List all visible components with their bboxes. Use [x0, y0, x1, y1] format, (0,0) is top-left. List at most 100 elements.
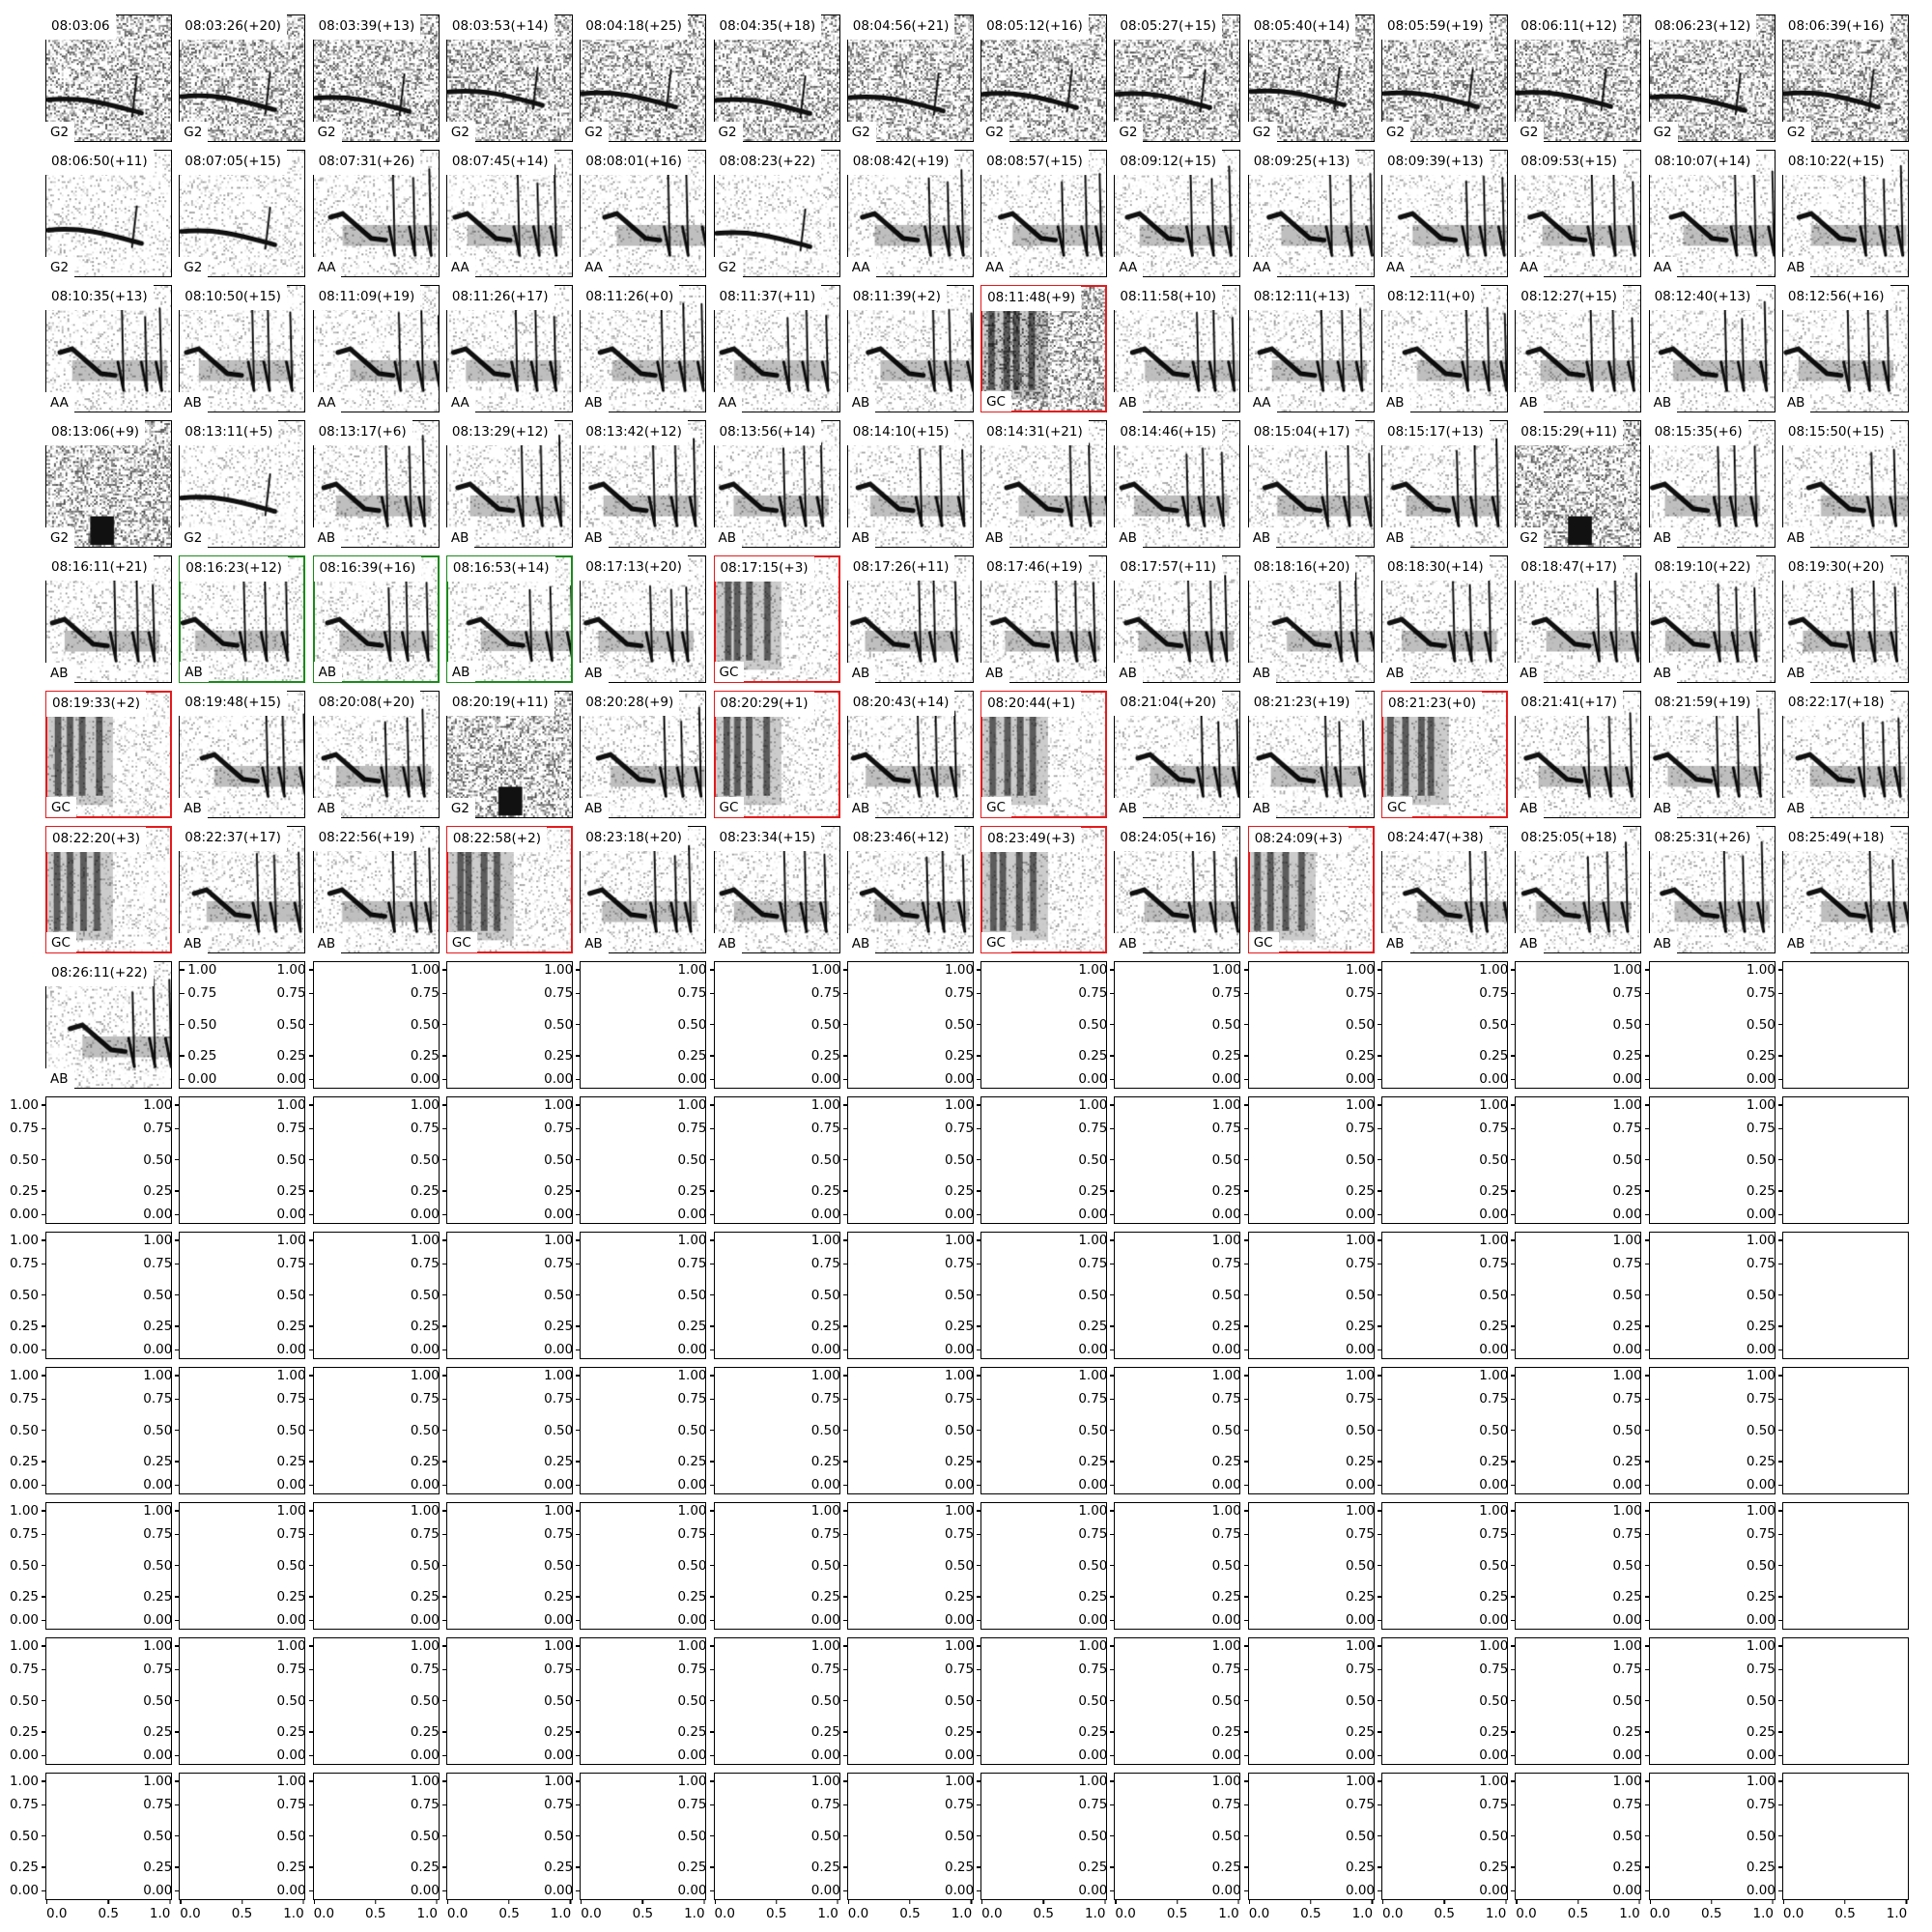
y-tick-mark	[1243, 1239, 1249, 1241]
y-tick-mark	[576, 1866, 582, 1868]
y-tick-text: 0.00	[410, 1747, 440, 1764]
panel-title: 08:24:09(+3)	[1248, 827, 1349, 852]
spectrogram-panel: 08:22:17(+18) AB	[1781, 691, 1909, 818]
x-tick-text: 0.5	[632, 1906, 654, 1921]
empty-axes: 0.00 0.25 0.50 0.75 1.00	[10, 1367, 172, 1494]
y-tick-mark	[175, 1159, 181, 1161]
x-tick-text: 0.0	[313, 1906, 335, 1921]
y-tick-text: 0.75	[1746, 1391, 1776, 1407]
y-tick-text: 0.00	[1078, 1071, 1108, 1088]
x-tick-label: 0.0	[1649, 1899, 1670, 1921]
y-tick-text: 0.75	[276, 1391, 306, 1407]
panel-class-label: AB	[179, 798, 208, 818]
y-tick-mark	[1378, 1484, 1382, 1487]
y-tick-label: 0.25	[411, 1319, 447, 1334]
y-tick-label: 0.50	[1479, 1017, 1517, 1033]
y-tick-mark	[175, 1127, 181, 1129]
y-tick-mark	[175, 1398, 181, 1400]
y-tick-text: 1.00	[1746, 1503, 1776, 1519]
y-tick-mark	[1644, 1213, 1650, 1216]
y-tick-mark	[1243, 1159, 1249, 1161]
y-tick-text: 0.00	[1479, 1342, 1509, 1358]
y-tick-text: 0.25	[677, 1319, 707, 1335]
y-tick-label: 0.25	[811, 1860, 848, 1875]
y-tick-text: 0.00	[9, 1342, 39, 1358]
y-tick-label: 0.00	[677, 1477, 715, 1492]
y-tick-text: 0.00	[276, 1071, 306, 1088]
y-tick-mark	[1644, 1430, 1650, 1432]
y-tick-label: 0.75	[1078, 1662, 1116, 1677]
y-tick-label: 0.00	[1212, 1207, 1249, 1222]
y-tick-label: 0.00	[411, 1612, 447, 1628]
y-tick-label: 0.75	[1747, 1256, 1783, 1271]
y-tick-text: 0.25	[1479, 1454, 1509, 1470]
panel-class-label: GC	[1248, 932, 1279, 952]
y-tick-text: 0.50	[1612, 1016, 1642, 1033]
y-tick-mark	[308, 1700, 314, 1702]
y-tick-text: 1.00	[1612, 1638, 1642, 1654]
x-tick-mark	[847, 1899, 850, 1904]
y-tick-label: 1.00	[1479, 1097, 1517, 1113]
panel-title: 08:03:26(+20)	[179, 14, 287, 40]
y-tick-mark	[1110, 1780, 1116, 1782]
y-tick-mark	[308, 1213, 314, 1216]
y-tick-label: 0.00	[277, 1883, 314, 1898]
y-tick-text: 0.50	[945, 1016, 975, 1033]
y-tick-text: 0.00	[945, 1747, 975, 1764]
y-tick-label: 0.25	[1613, 1589, 1650, 1605]
panel-class-label: AA	[980, 257, 1009, 277]
y-tick-text: 0.75	[677, 1662, 707, 1678]
y-tick-text: 0.50	[9, 1557, 39, 1574]
y-tick-text: 0.00	[1078, 1747, 1108, 1764]
spectrogram-panel: 08:03:39(+13) G2	[312, 14, 440, 142]
x-tick-mark	[703, 1899, 705, 1904]
y-tick-mark	[709, 1430, 715, 1432]
y-tick-text: 0.25	[410, 1319, 440, 1335]
panel-class-label: GC	[714, 797, 745, 817]
y-tick-text: 0.75	[677, 1256, 707, 1272]
panel-title: 08:23:46(+12)	[846, 826, 955, 851]
y-tick-mark	[709, 1325, 715, 1327]
y-tick-text: 0.75	[1746, 1121, 1776, 1137]
y-tick-label: 1.00	[10, 1638, 46, 1654]
y-tick-text: 1.00	[544, 1233, 574, 1248]
y-tick-mark	[308, 1398, 314, 1400]
y-tick-text: 1.00	[1078, 962, 1108, 978]
y-tick-text: 0.00	[1211, 1612, 1241, 1629]
spectrogram-panel: 08:25:31(+26) AB	[1648, 826, 1776, 953]
panel-title: 08:15:35(+6)	[1648, 420, 1748, 445]
y-tick-label: 1.00	[277, 1097, 314, 1113]
panel-class-label: AA	[445, 257, 475, 277]
spectrogram-panel: 08:11:26(+17) AA	[445, 285, 573, 412]
y-tick-mark	[441, 1668, 447, 1670]
panel-class-label: AB	[713, 527, 742, 548]
spectrogram-panel: 08:05:40(+14) G2	[1247, 14, 1375, 142]
panel-title: 08:11:09(+19)	[312, 285, 421, 310]
y-tick-text: 0.50	[945, 1287, 975, 1303]
y-tick-text: 0.50	[945, 1828, 975, 1844]
y-tick-text: 1.00	[276, 1368, 306, 1383]
y-tick-text: 0.50	[276, 1557, 306, 1574]
y-tick-label: 1.00	[1747, 1638, 1783, 1654]
empty-axes: 0.00 0.25 0.50 0.75 1.00	[1212, 1367, 1375, 1494]
panel-class-label: AB	[1114, 392, 1143, 412]
y-tick-label: 0.25	[1212, 1589, 1249, 1605]
panel-class-label: AB	[1781, 392, 1811, 412]
y-tick-mark	[576, 1213, 582, 1216]
y-tick-text: 0.50	[1612, 1692, 1642, 1709]
y-tick-label: 1.00	[277, 962, 314, 978]
y-tick-text: 0.75	[945, 1256, 975, 1272]
y-tick-mark	[842, 1668, 848, 1670]
y-tick-mark	[1243, 1325, 1249, 1327]
y-tick-text: 0.50	[1211, 1287, 1241, 1303]
y-tick-text: 0.00	[410, 1071, 440, 1088]
y-tick-mark	[1644, 1159, 1650, 1161]
y-tick-text: 0.50	[410, 1287, 440, 1303]
y-tick-label: 1.00	[544, 1638, 582, 1654]
y-tick-mark	[1110, 1619, 1116, 1622]
y-tick-text: 0.00	[143, 1342, 173, 1358]
y-tick-label: 1.00	[1613, 1233, 1650, 1248]
spectrogram-panel: 08:09:53(+15) AA	[1515, 150, 1642, 277]
panel-title: 08:04:56(+21)	[846, 14, 955, 40]
y-tick-text: 0.50	[677, 1557, 707, 1574]
